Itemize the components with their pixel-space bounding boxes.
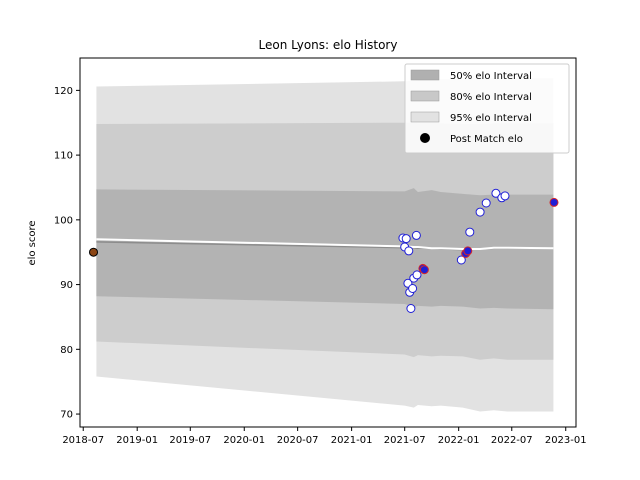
x-tick-label-8: 2022-07 [491,435,533,446]
data-point-18 [475,207,485,217]
x-tick-label-4: 2020-07 [277,435,319,446]
legend-label-2: 95% elo Interval [450,113,532,124]
band-50 [96,188,554,310]
data-point-19 [481,198,491,208]
x-tick-label-3: 2020-01 [223,435,265,446]
data-point-10 [411,230,421,240]
data-point-17 [465,227,475,237]
y-tick-label-0: 70 [60,410,73,421]
y-tick-label-4: 110 [54,151,73,162]
y-tick-label-2: 90 [60,280,73,291]
y-tick-label-3: 100 [54,215,73,226]
legend-label-0: 50% elo Interval [450,71,532,82]
legend-label-1: 80% elo Interval [450,92,532,103]
data-point-4 [404,246,414,256]
y-axis-label: elo score [27,220,38,265]
y-tick-label-5: 120 [54,86,73,97]
legend-label-3: Post Match elo [450,134,523,145]
legend-marker-3 [420,133,430,143]
x-tick-label-5: 2021-01 [331,435,373,446]
legend: 50% elo Interval 80% elo Interval 95% elo … [404,63,570,154]
data-point-8 [408,284,418,293]
mean-line [96,238,554,250]
x-tick-label-1: 2019-01 [116,435,158,446]
data-point-3 [401,234,411,244]
x-tick-label-7: 2022-01 [438,435,480,446]
legend-swatch-1 [410,90,440,102]
plot-frame [79,57,577,428]
data-point-20 [491,188,501,198]
data-point-7 [406,304,416,313]
y-axis: 70 80 90 100 110 120 [54,86,80,421]
legend-swatch-0 [410,69,440,81]
x-tick-label-6: 2021-07 [384,435,426,446]
x-tick-label-0: 2018-07 [62,435,104,446]
data-point-22 [500,191,510,201]
x-tick-label-9: 2023-01 [545,435,587,446]
legend-box [404,63,570,154]
x-tick-label-2: 2019-07 [169,435,211,446]
x-axis: 2018-07 2019-01 2019-07 2020-01 2020-07 2021-… [62,427,587,446]
data-point-23 [549,197,559,207]
legend-swatch-2 [410,111,440,123]
data-point-13 [419,265,429,275]
data-point-14 [456,255,466,265]
data-point-11 [412,270,422,280]
data-point-16 [463,246,473,256]
y-tick-label-1: 80 [60,345,73,356]
data-point-0 [89,247,98,257]
post-match-points [89,188,559,313]
chart-title: Leon Lyons: elo History [259,38,398,52]
